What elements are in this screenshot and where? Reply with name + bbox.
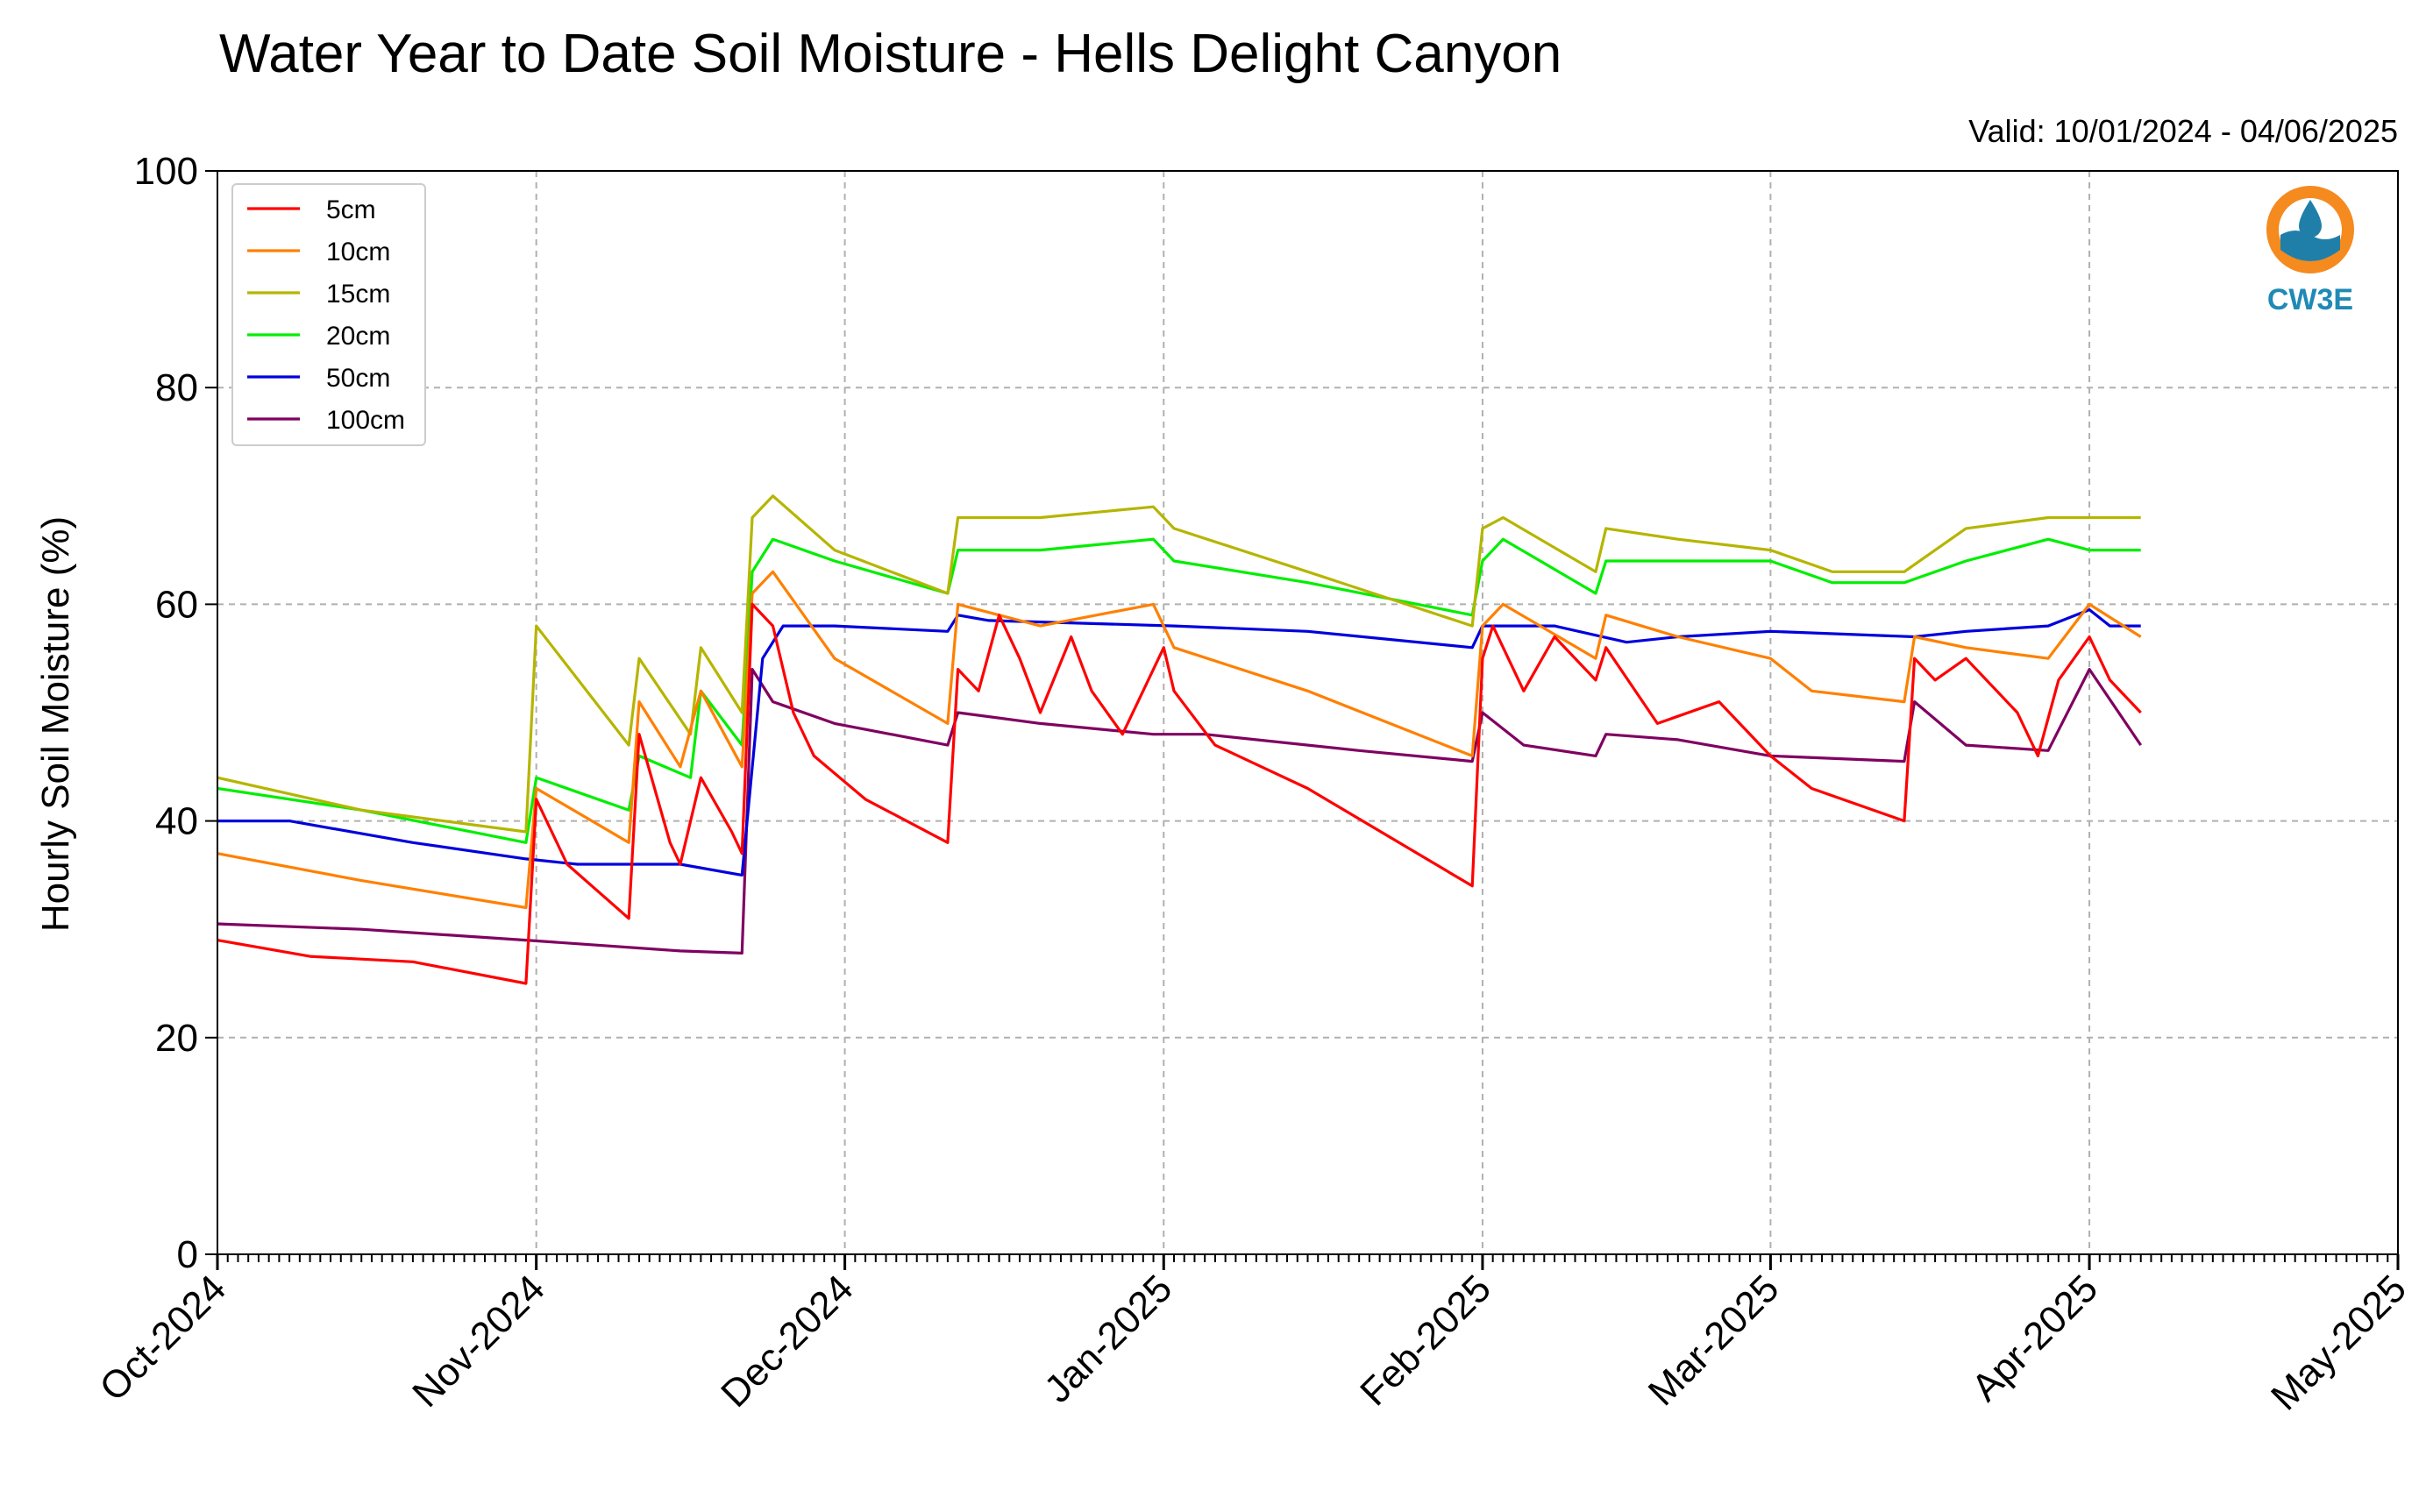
series-line-50cm [217, 607, 2141, 877]
legend-label-15cm: 15cm [326, 280, 390, 309]
legend-label-50cm: 50cm [326, 364, 390, 393]
chart-title: Water Year to Date Soil Moisture - Hells… [219, 24, 1562, 84]
y-tick-label: 40 [155, 800, 198, 843]
y-axis-label: Hourly Soil Moisture (%) [34, 516, 77, 932]
y-tick-label: 20 [155, 1017, 198, 1060]
legend-label-20cm: 20cm [326, 322, 390, 351]
legend-label-10cm: 10cm [326, 238, 390, 266]
y-tick-label: 80 [155, 366, 198, 409]
y-tick-label: 100 [134, 150, 198, 193]
logo-wave-icon [2280, 231, 2340, 261]
series-line-15cm [217, 494, 2141, 834]
series-line-10cm [217, 570, 2142, 910]
cw3e-logo: CW3E [2266, 186, 2354, 316]
legend-label-5cm: 5cm [326, 195, 376, 224]
series-lines [217, 494, 2143, 985]
chart-subtitle: Valid: 10/01/2024 - 04/06/2025 [1968, 113, 2398, 149]
legend: 5cm 10cm 15cm 20cm 50cm 100cm [231, 183, 426, 446]
y-tick-label: 0 [177, 1233, 198, 1276]
legend-label-100cm: 100cm [326, 406, 405, 435]
y-tick-label: 60 [155, 583, 198, 626]
logo-drop-icon [2299, 200, 2322, 238]
logo-text: CW3E [2267, 283, 2353, 316]
series-line-5cm [217, 602, 2142, 985]
